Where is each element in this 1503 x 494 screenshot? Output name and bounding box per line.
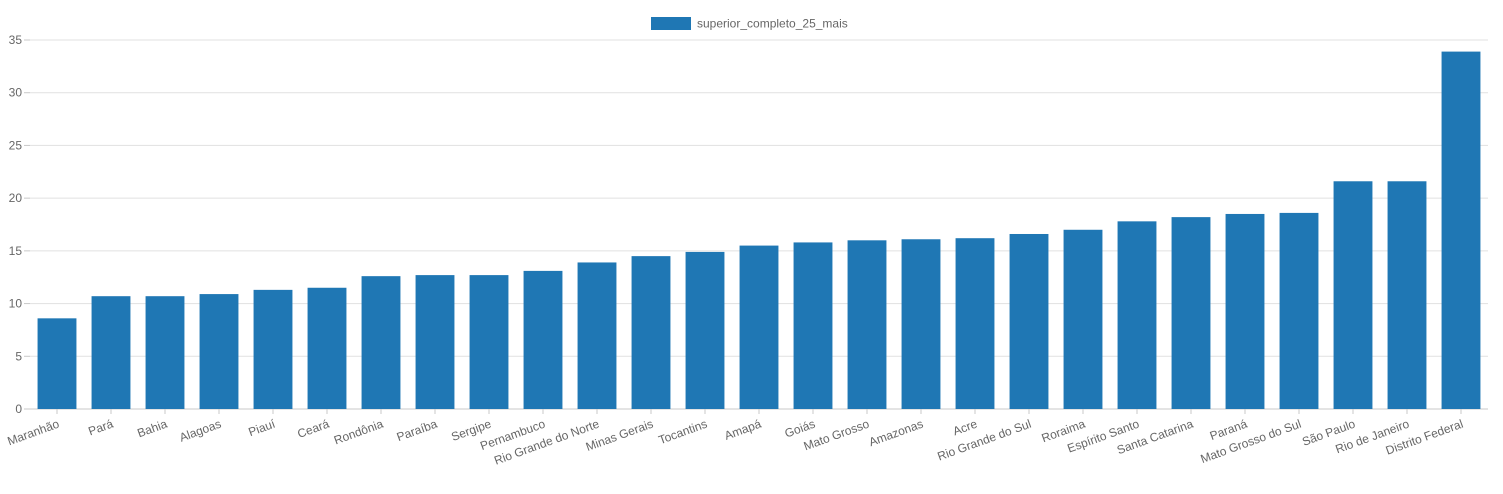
bar[interactable] bbox=[1387, 181, 1427, 409]
y-tick-label: 15 bbox=[9, 244, 23, 258]
x-tick-label: Rondônia bbox=[332, 417, 385, 448]
bar[interactable] bbox=[739, 245, 779, 409]
bar[interactable] bbox=[307, 287, 347, 409]
bar[interactable] bbox=[469, 275, 509, 409]
bar[interactable] bbox=[847, 240, 887, 409]
bar[interactable] bbox=[1063, 229, 1103, 409]
bar[interactable] bbox=[91, 296, 131, 409]
bar[interactable] bbox=[901, 239, 941, 409]
bar[interactable] bbox=[685, 251, 725, 409]
bar[interactable] bbox=[523, 270, 563, 409]
bar[interactable] bbox=[1279, 212, 1319, 409]
legend-swatch[interactable] bbox=[651, 17, 691, 30]
bar[interactable] bbox=[1441, 51, 1481, 410]
y-tick-label: 25 bbox=[9, 138, 23, 152]
bar[interactable] bbox=[199, 294, 239, 409]
bar[interactable] bbox=[1117, 221, 1157, 409]
y-tick-label: 10 bbox=[9, 297, 23, 311]
bar[interactable] bbox=[1225, 213, 1265, 409]
bar[interactable] bbox=[1171, 217, 1211, 409]
bar[interactable] bbox=[415, 275, 455, 409]
bar[interactable] bbox=[253, 289, 293, 409]
y-tick-label: 0 bbox=[15, 402, 22, 416]
bars bbox=[37, 51, 1481, 410]
x-tick-label: Bahia bbox=[135, 417, 169, 441]
y-tick-label: 35 bbox=[9, 33, 23, 47]
y-tick-label: 30 bbox=[9, 86, 23, 100]
bar[interactable] bbox=[631, 256, 671, 409]
y-tick-label: 5 bbox=[15, 349, 22, 363]
x-tick-label: Tocantins bbox=[657, 417, 709, 447]
bar[interactable] bbox=[37, 318, 77, 409]
x-tick-label: Amazonas bbox=[867, 417, 925, 450]
bar[interactable] bbox=[1009, 233, 1049, 409]
x-axis: Maranhão Pará Bahia Alagoas Piauí Ceará Rondôn… bbox=[5, 409, 1465, 468]
x-tick-label: Maranhão bbox=[5, 417, 61, 449]
x-tick-label: Amapá bbox=[723, 417, 764, 443]
x-tick-label: Rio Grande do Sul bbox=[935, 417, 1033, 464]
x-tick-label: Paraíba bbox=[395, 417, 440, 445]
bar[interactable] bbox=[145, 296, 185, 409]
y-axis: 0 5 10 15 20 25 30 35 bbox=[9, 33, 30, 416]
y-tick-label: 20 bbox=[9, 191, 23, 205]
x-tick-label: Alagoas bbox=[177, 417, 223, 445]
bar[interactable] bbox=[361, 276, 401, 409]
legend-label[interactable]: superior_completo_25_mais bbox=[697, 17, 848, 31]
bar[interactable] bbox=[1333, 181, 1373, 409]
x-tick-label: Pará bbox=[86, 417, 115, 439]
bar[interactable] bbox=[793, 242, 833, 409]
legend[interactable]: superior_completo_25_mais bbox=[651, 17, 848, 31]
x-tick-label: Ceará bbox=[296, 417, 332, 441]
bar[interactable] bbox=[955, 238, 995, 409]
bar[interactable] bbox=[577, 262, 617, 409]
x-tick-label: Piauí bbox=[247, 416, 278, 439]
